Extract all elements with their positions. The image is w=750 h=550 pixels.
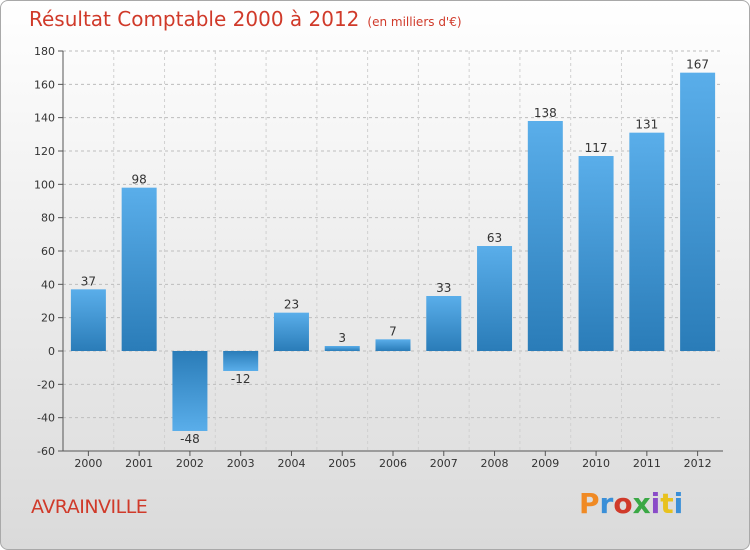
bar (172, 351, 208, 431)
logo-letter: x (632, 487, 651, 520)
x-tick-label: 2002 (176, 457, 204, 470)
bars (70, 72, 716, 431)
y-tick-label: 20 (41, 312, 55, 325)
y-tick-label: 160 (34, 78, 55, 91)
x-tick-label: 2000 (74, 457, 102, 470)
data-label: -48 (180, 432, 200, 446)
x-tick-label: 2010 (582, 457, 610, 470)
bar (375, 339, 411, 351)
y-tick-label: 100 (34, 178, 55, 191)
x-tick-label: 2011 (633, 457, 661, 470)
y-tick-label: 140 (34, 112, 55, 125)
logo-letter: t (660, 487, 674, 520)
chart-title: Résultat Comptable 2000 à 2012 (en millie… (29, 7, 462, 31)
x-tick-label: 2009 (531, 457, 559, 470)
y-tick-label: 60 (41, 245, 55, 258)
logo-letter: i (650, 487, 661, 520)
data-label: 167 (686, 58, 709, 72)
logo-letter: r (599, 487, 614, 520)
y-tick-label: 0 (48, 345, 55, 358)
bar (70, 289, 106, 351)
x-tick-label: 2003 (227, 457, 255, 470)
bar (527, 121, 563, 351)
y-tick-label: -60 (37, 445, 55, 458)
commune-name: AVRAINVILLE (31, 496, 148, 518)
bar (273, 312, 309, 351)
bar (324, 346, 360, 351)
data-label: 98 (132, 173, 147, 187)
logo-letter: P (579, 487, 600, 520)
logo-letter: o (613, 487, 633, 520)
data-label: 131 (635, 118, 658, 132)
x-tick-label: 2001 (125, 457, 153, 470)
x-tick-label: 2007 (430, 457, 458, 470)
data-label: 23 (284, 298, 299, 312)
data-label: 37 (81, 274, 96, 288)
x-tick-label: 2005 (328, 457, 356, 470)
x-tick-label: 2006 (379, 457, 407, 470)
bar (223, 351, 259, 371)
y-axis: -60 -40 -20 0 20 40 60 80 100 120 140 160 180 (34, 45, 64, 458)
bar (680, 72, 716, 352)
y-tick-label: -40 (37, 412, 55, 425)
y-tick-label: 120 (34, 145, 55, 158)
x-tick-label: 2004 (277, 457, 305, 470)
bar (629, 132, 665, 351)
bar (426, 296, 462, 351)
data-label: 7 (389, 324, 397, 338)
data-label: -12 (231, 372, 251, 386)
chart-title-main: Résultat Comptable 2000 à 2012 (29, 7, 360, 31)
bar (477, 246, 513, 351)
logo-letter: i (673, 487, 684, 520)
y-tick-label: 40 (41, 278, 55, 291)
grid-lines (63, 50, 723, 452)
y-tick-label: 180 (34, 45, 55, 58)
chart-title-unit: (en milliers d'€) (367, 15, 462, 29)
proxiti-logo: Proxiti (579, 487, 683, 520)
y-tick-label: -20 (37, 378, 55, 391)
data-label: 33 (436, 281, 451, 295)
bar (578, 156, 614, 351)
x-tick-label: 2012 (684, 457, 712, 470)
x-axis: 2000 2001 2002 2003 2004 2005 2006 2007 2008 2009… (63, 450, 723, 470)
bar (121, 187, 157, 351)
data-label: 138 (534, 106, 557, 120)
data-label: 63 (487, 231, 502, 245)
x-tick-label: 2008 (481, 457, 509, 470)
data-label: 117 (585, 141, 608, 155)
data-label: 3 (338, 331, 346, 345)
y-tick-label: 80 (41, 212, 55, 225)
